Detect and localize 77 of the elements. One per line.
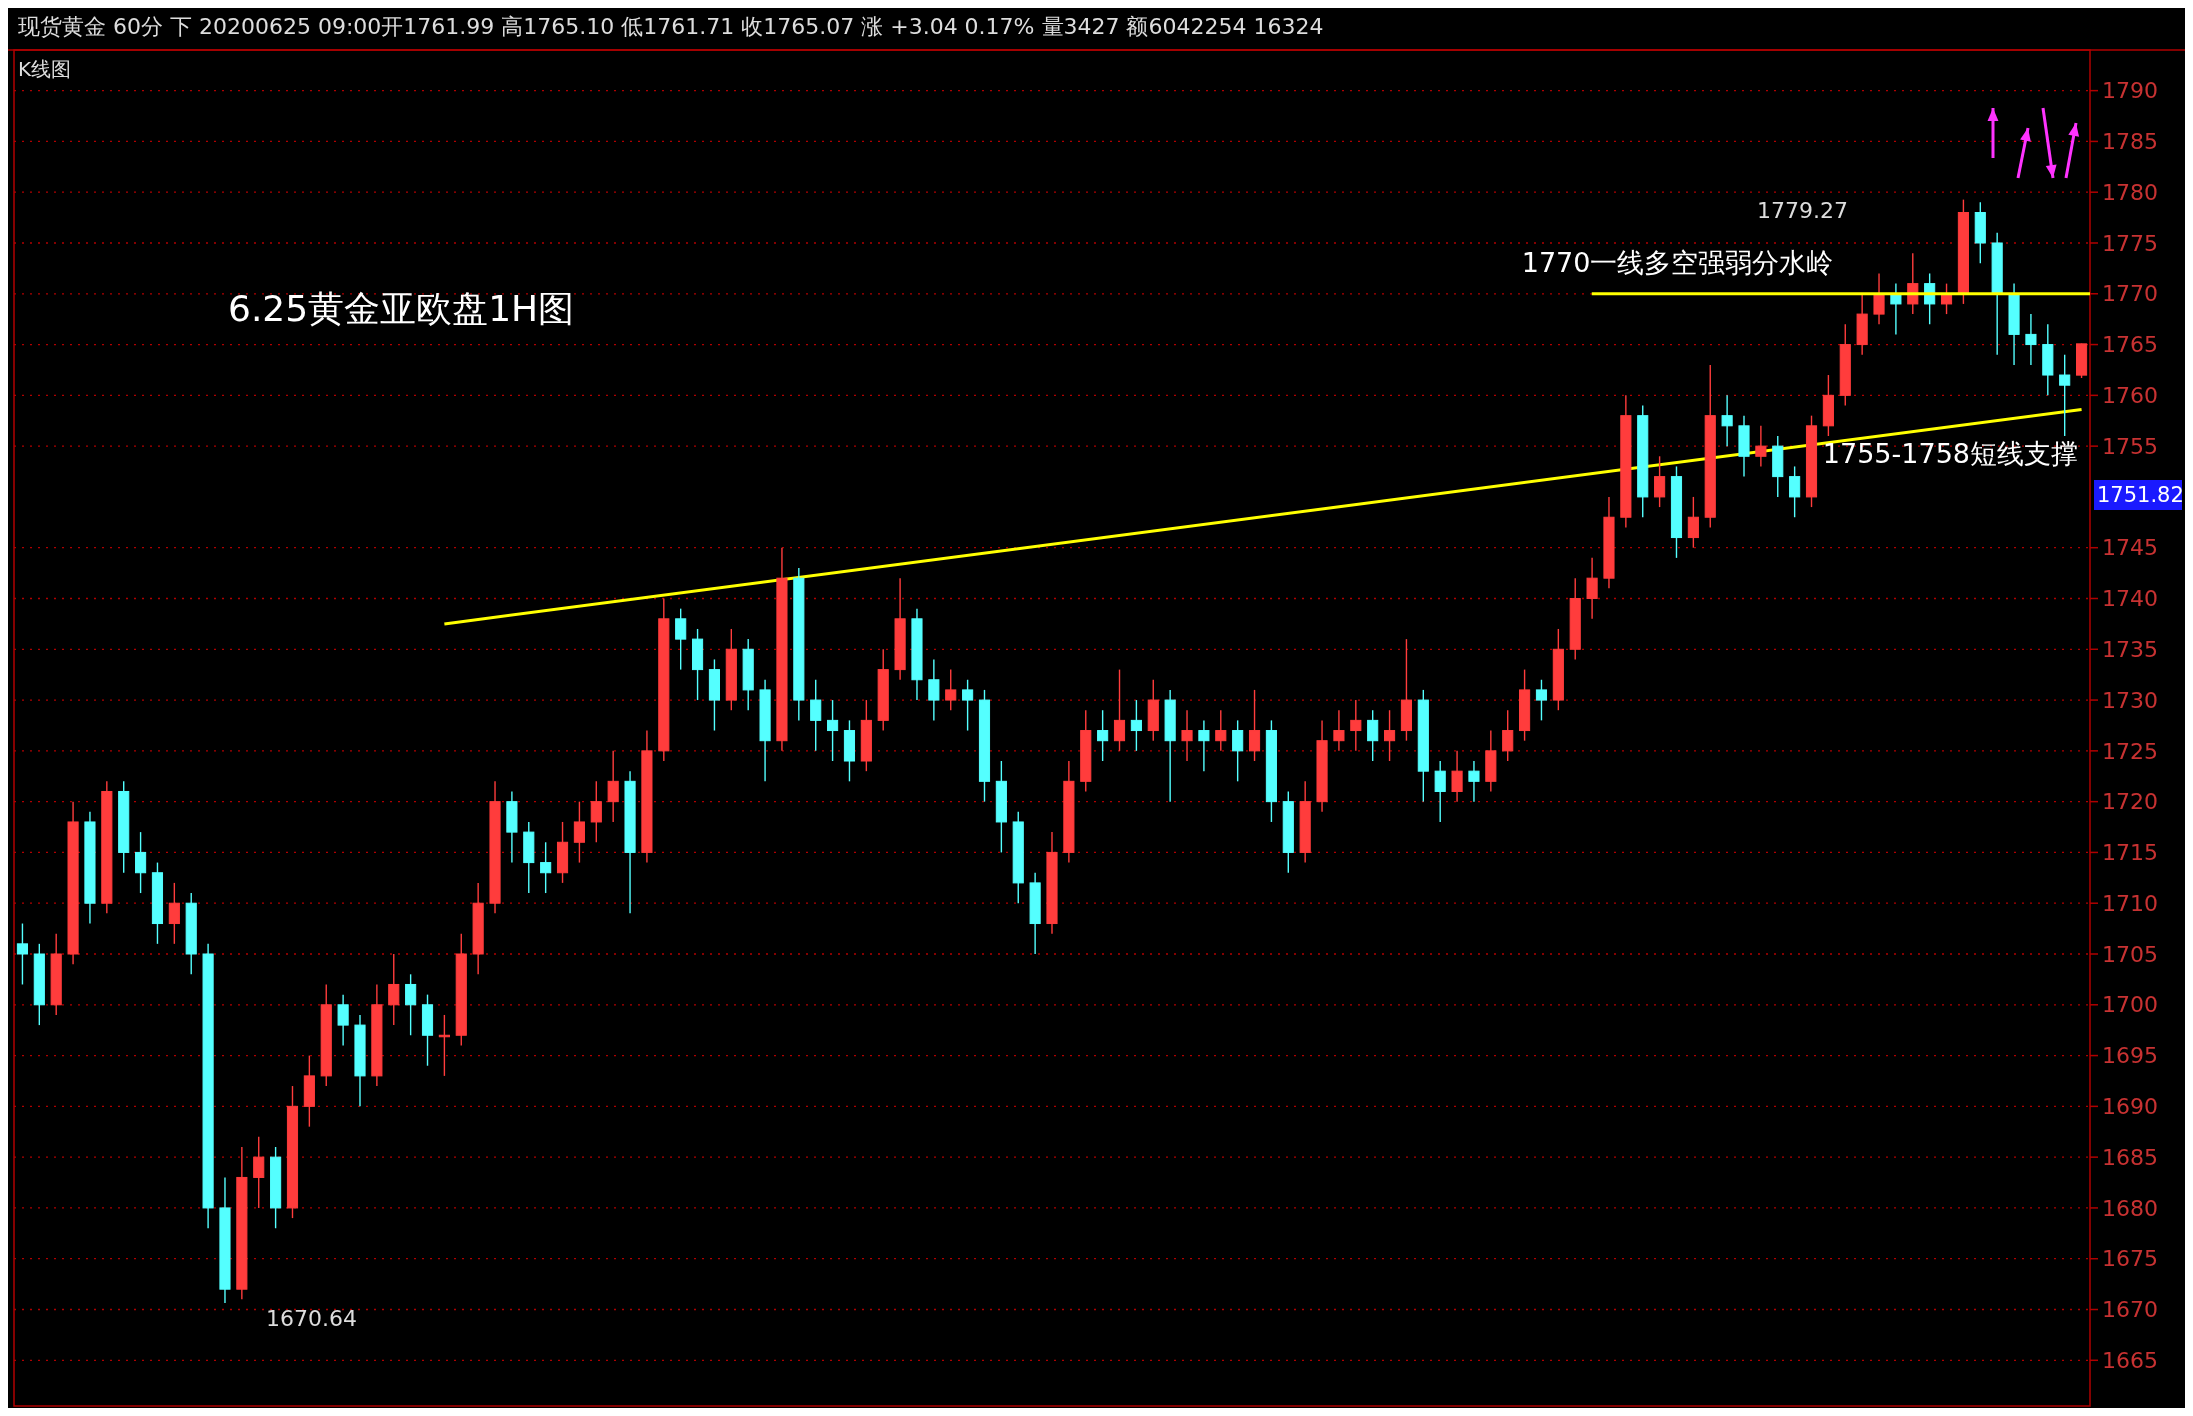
candlestick: [405, 973, 417, 1036]
candlestick: [1721, 394, 1733, 447]
candlestick: [1535, 679, 1548, 722]
y-tick-label: 1690: [2102, 1094, 2158, 1120]
y-tick-label: 1740: [2102, 586, 2158, 612]
candlestick: [590, 780, 602, 843]
ref-line-label: 1770一线多空强弱分水岭: [1521, 246, 1834, 278]
candlestick: [135, 831, 147, 894]
y-tick-label: 1735: [2102, 636, 2158, 662]
candlestick: [337, 993, 349, 1047]
candlestick: [962, 679, 974, 732]
candlestick: [1687, 496, 1699, 549]
candlestick: [1113, 668, 1126, 752]
y-tick-label: 1670: [2102, 1297, 2158, 1323]
candlestick: [810, 679, 822, 752]
candlestick: [1789, 465, 1801, 518]
candlestick: [1755, 425, 1767, 468]
y-tick-label: 1765: [2102, 332, 2158, 358]
candlestick: [1367, 709, 1379, 762]
candlestick: [1468, 760, 1480, 803]
candlestick: [1181, 709, 1193, 762]
candlestick: [1502, 709, 1514, 762]
candlestick: [16, 922, 28, 986]
annotation: 1779.27: [1757, 198, 1848, 223]
y-tick-label: 1775: [2102, 230, 2158, 256]
y-tick-label: 1685: [2102, 1144, 2158, 1170]
y-tick-label: 1780: [2102, 179, 2158, 205]
annotation: 1755-1758短线支撑: [1822, 438, 2078, 469]
candlestick: [1890, 282, 1902, 336]
y-tick-label: 1720: [2102, 789, 2158, 815]
candlestick: [607, 750, 619, 823]
candlestick: [1384, 709, 1396, 762]
candlestick: [675, 607, 687, 671]
text: 1751.82: [2097, 483, 2184, 508]
candlestick: [168, 882, 180, 945]
y-tick-label: 1755: [2102, 433, 2158, 459]
candlestick: [928, 658, 940, 722]
y-tick-label: 1665: [2102, 1347, 2158, 1373]
candlestick: [1873, 272, 1885, 325]
candlestick: [253, 1136, 265, 1209]
y-tick-label: 1715: [2102, 840, 2158, 866]
annotation: 1670.64: [266, 1306, 357, 1331]
candlestick: [945, 668, 957, 711]
annotation: K线图: [18, 57, 72, 81]
y-tick-label: 1695: [2102, 1043, 2158, 1069]
candlestick: [1130, 699, 1142, 752]
y-tick-label: 1785: [2102, 129, 2158, 155]
candlestick: [1097, 709, 1109, 762]
candlestick: [1215, 709, 1227, 752]
candlestick: [2025, 313, 2037, 366]
candlestick: [1248, 689, 1261, 762]
candlestick: [1654, 455, 1666, 508]
candlestick: [827, 699, 839, 762]
y-tick-label: 1760: [2102, 383, 2158, 409]
chart-subtitle: 现货黄金 60分 下 20200625 09:00开1761.99 高1765.10 低1761.71 收1765.07 涨 +3.04 0.17% 量3427 额6042254 16324: [18, 14, 1324, 39]
y-tick-label: 1730: [2102, 687, 2158, 713]
candlestick: [2059, 354, 2071, 437]
y-tick-label: 1675: [2102, 1246, 2158, 1272]
candlestick: [1350, 699, 1362, 752]
y-tick-label: 1790: [2102, 78, 2158, 104]
candlestick: [1434, 760, 1446, 823]
y-tick-label: 1705: [2102, 941, 2158, 967]
candlestick: [1333, 709, 1345, 752]
candlestick: [388, 953, 400, 1026]
candlestick: [1586, 557, 1598, 620]
candlestick: [540, 841, 552, 894]
y-tick-label: 1745: [2102, 535, 2158, 561]
candlestick: [1451, 750, 1463, 803]
y-tick-label: 1700: [2102, 992, 2158, 1018]
y-tick-label: 1725: [2102, 738, 2158, 764]
text: 6.25黄金亚欧盘1H图: [228, 288, 575, 329]
y-tick-label: 1710: [2102, 890, 2158, 916]
candlestick: [1198, 719, 1210, 772]
candlestick: [1232, 719, 1244, 783]
candlestick: [573, 800, 585, 864]
y-tick-label: 1680: [2102, 1195, 2158, 1221]
y-tick-label: 1770: [2102, 281, 2158, 307]
